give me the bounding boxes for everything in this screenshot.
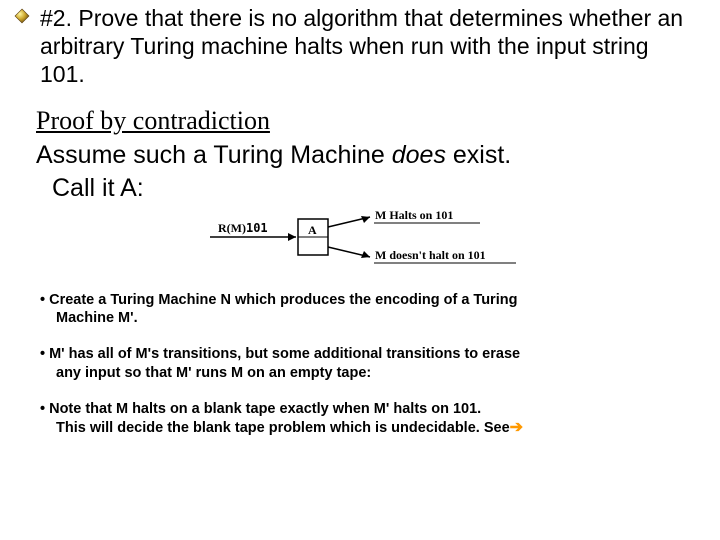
sub2-line2: any input so that M' runs M on an empty …: [48, 364, 684, 382]
sub1-line1: • Create a Turing Machine N which produc…: [40, 292, 517, 308]
sub3-line2: This will decide the blank tape problem …: [48, 418, 684, 438]
proof-heading: Proof by contradiction: [36, 106, 684, 136]
sub-point-3: • Note that M halts on a blank tape exac…: [36, 400, 684, 438]
assume-line: Assume such a Turing Machine does exist.: [36, 140, 684, 171]
assume-pre: Assume such a Turing Machine: [36, 141, 392, 169]
sub2-line1: • M' has all of M's transitions, but som…: [40, 346, 520, 362]
see-arrow-icon: ➔: [510, 419, 523, 436]
problem-statement: #2. Prove that there is no algorithm tha…: [36, 4, 684, 88]
sub3-line1: • Note that M halts on a blank tape exac…: [40, 401, 481, 417]
assume-post: exist.: [446, 141, 511, 169]
tm-diagram: R(M)101 A M Halts on 101 M doesn't halt …: [36, 205, 684, 269]
diagram-out-bot: M doesn't halt on 101: [375, 248, 486, 262]
sub1-line2: Machine M'.: [48, 309, 684, 327]
diagram-input-label: R(M)101: [218, 221, 268, 235]
slide: #2. Prove that there is no algorithm tha…: [0, 0, 720, 540]
sub-point-2: • M' has all of M's transitions, but som…: [36, 345, 684, 381]
diagram-box-label: A: [308, 223, 317, 237]
call-it-line: Call it A:: [36, 173, 684, 204]
diamond-bullet-icon: [14, 8, 30, 29]
diagram-out-top: M Halts on 101: [375, 208, 453, 222]
sub3-line2-text: This will decide the blank tape problem …: [56, 420, 510, 436]
assume-does: does: [392, 141, 446, 169]
sub-point-1: • Create a Turing Machine N which produc…: [36, 291, 684, 327]
